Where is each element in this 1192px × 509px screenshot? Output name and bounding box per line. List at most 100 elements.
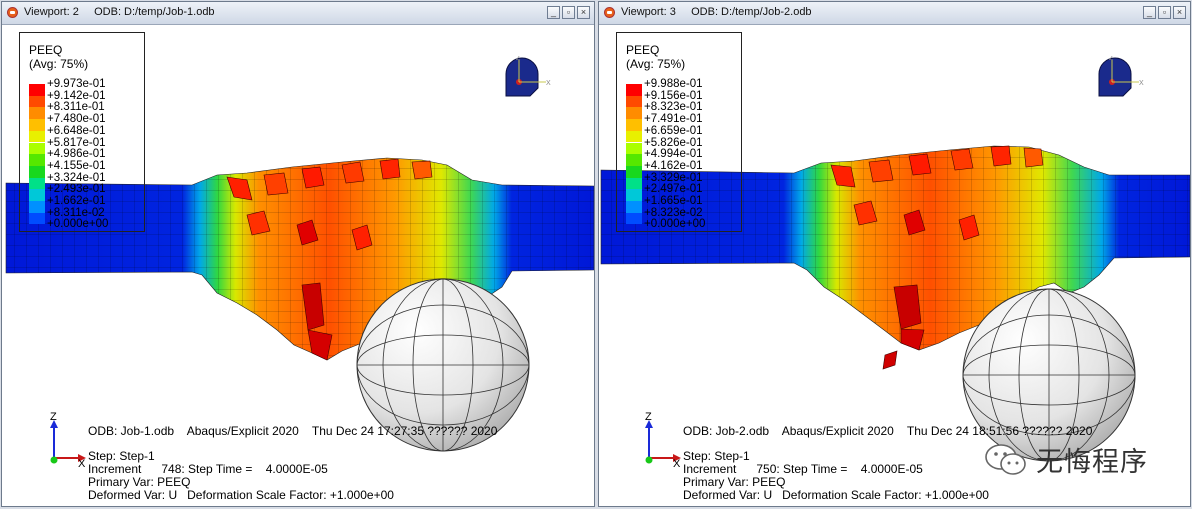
watermark-text: 无悔程序 [1036,447,1148,478]
legend-value: +9.988e-01 [644,78,703,90]
global-axis-triad: Z X [645,412,681,470]
restore-button[interactable]: ▫ [562,6,575,19]
wechat-icon [985,443,1026,475]
legend-swatch [626,107,642,120]
triad-z-label: Z [50,412,57,423]
viewport-title-bar[interactable]: Viewport: 2 ODB: D:/temp/Job-1.odb _ ▫ × [2,2,594,25]
triad-x-label: X [673,458,681,470]
legend-swatch [626,119,642,131]
legend-swatch [29,212,45,225]
viewport-app-icon [7,7,18,18]
step-info: Step: Step-1 [88,449,155,463]
increment-info: Increment 748: Step Time = 4.0000E-05 [88,462,328,476]
viewport-2-window[interactable]: Viewport: 2 ODB: D:/temp/Job-1.odb _ ▫ × [1,1,595,507]
legend-value: +4.162e-01 [644,159,703,172]
orient-z-label: Z [1109,56,1114,62]
triad-z-label: Z [645,412,652,423]
legend-swatch [626,165,642,178]
viewport-app-icon [604,7,615,18]
legend-value: +3.329e-01 [644,171,703,184]
peeq-legend: PEEQ (Avg: 75%) +9.988e-01 +9.156e-01 +8.3… [616,32,742,232]
viewport-3-window[interactable]: Viewport: 3 ODB: D:/temp/Job-2.odb _ ▫ × [598,1,1191,507]
legend-swatch [29,177,45,190]
restore-button[interactable]: ▫ [1158,6,1171,19]
primary-var-info: Primary Var: PEEQ [88,475,191,489]
restore-icon: ▫ [566,7,571,17]
legend-value: +9.156e-01 [644,89,703,102]
legend-swatch [626,142,642,155]
legend-value: +8.323e-01 [644,101,703,114]
viewport-title-bar[interactable]: Viewport: 3 ODB: D:/temp/Job-2.odb _ ▫ × [599,2,1190,25]
legend-value: +8.311e-01 [47,101,105,114]
viewport-title: Viewport: 3 ODB: D:/temp/Job-2.odb [621,6,812,18]
legend-swatch [626,154,642,166]
legend-swatch [29,201,45,213]
legend-swatch [29,107,45,120]
close-icon: × [580,7,587,17]
legend-swatch [29,95,45,108]
view-orientation-triad[interactable]: Z X [1095,56,1145,112]
legend-swatch [626,212,642,225]
legend-swatch [626,84,642,96]
close-icon: × [1176,7,1183,17]
global-axis-triad: Z X [50,412,86,470]
legend-value: +9.973e-01 [47,78,106,90]
legend-swatch [626,95,642,108]
orient-x-label: X [1139,80,1144,87]
legend-subtitle: (Avg: 75%) [626,57,686,71]
legend-swatch [29,142,45,155]
minimize-button[interactable]: _ [1143,6,1156,19]
legend-swatch [29,189,45,201]
legend-value: +4.155e-01 [47,159,106,172]
legend-value: +5.817e-01 [47,136,106,149]
legend-value: +3.324e-01 [47,171,106,184]
watermark: 无悔程序 [984,440,1148,479]
legend-swatch [29,165,45,178]
legend-value: +7.480e-01 [47,113,106,126]
legend-title: PEEQ [29,43,63,57]
legend-value: +1.665e-01 [644,195,703,207]
minimize-icon: _ [1146,7,1152,17]
legend-value: +1.662e-01 [47,195,106,207]
odb-info-line: ODB: Job-2.odb Abaqus/Explicit 2020 Thu … [683,424,1093,438]
legend-value: +2.497e-01 [644,183,703,196]
legend-value: +4.986e-01 [47,148,106,161]
orient-x-label: X [546,80,551,87]
legend-swatch [626,189,642,201]
legend-value: +4.994e-01 [644,148,703,161]
legend-value: +6.659e-01 [644,124,703,137]
legend-value: +5.826e-01 [644,136,703,149]
legend-subtitle: (Avg: 75%) [29,57,89,71]
odb-info-line: ODB: Job-1.odb Abaqus/Explicit 2020 Thu … [88,424,498,438]
orient-z-label: Z [516,56,521,62]
legend-value: +7.491e-01 [644,113,703,126]
legend-value: +0.000e+00 [644,218,706,231]
peeq-legend: PEEQ (Avg: 75%) +9.973e-01 +9.142e-01 +8.3… [19,32,145,232]
legend-value: +2.493e-01 [47,183,106,196]
step-info: Step: Step-1 [683,449,750,463]
minimize-button[interactable]: _ [547,6,560,19]
minimize-icon: _ [550,7,556,17]
legend-value: +9.142e-01 [47,89,106,102]
legend-value: +8.323e-02 [644,206,703,219]
legend-swatch [29,119,45,131]
legend-swatch [626,201,642,213]
legend-value: +6.648e-01 [47,124,106,137]
legend-swatch [626,177,642,190]
legend-value: +8.311e-02 [47,206,105,219]
legend-swatch [626,130,642,143]
viewport-title: Viewport: 2 ODB: D:/temp/Job-1.odb [24,6,215,18]
close-button[interactable]: × [577,6,590,19]
contour-plot-canvas[interactable] [2,25,594,507]
view-orientation-triad[interactable]: Z X [502,56,552,112]
close-button[interactable]: × [1173,6,1186,19]
triad-x-label: X [78,458,86,470]
legend-value: +0.000e+00 [47,218,109,231]
deformed-var-info: Deformed Var: U Deformation Scale Factor… [88,488,394,502]
legend-swatch [29,130,45,143]
legend-swatch [29,84,45,96]
restore-icon: ▫ [1162,7,1167,17]
contour-plot-canvas[interactable] [599,25,1190,507]
deformed-var-info: Deformed Var: U Deformation Scale Factor… [683,488,989,502]
legend-swatch [29,154,45,166]
